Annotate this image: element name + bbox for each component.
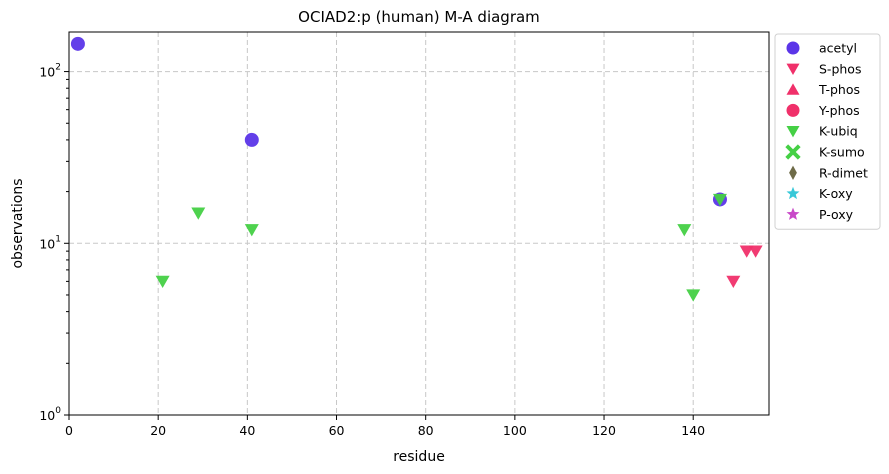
x-tick-label: 60 [329,423,345,438]
legend-label-s-phos: S-phos [819,61,861,76]
data-point-s-phos [748,245,763,258]
y-tick-label: 102 [39,63,61,80]
data-point-k-ubiq [155,275,170,289]
chart-title: OCIAD2:p (human) M-A diagram [298,8,540,26]
data-point-k-ubiq [686,289,701,302]
legend-label-p-oxy: P-oxy [819,207,854,222]
y-tick-label: 100 [39,406,61,423]
x-tick-label: 80 [418,423,434,438]
x-tick-label: 140 [681,423,705,438]
legend-label-t-phos: T-phos [818,82,860,97]
legend-label-acetyl: acetyl [819,41,857,56]
data-point-k-ubiq [244,224,259,237]
x-tick-label: 120 [592,423,616,438]
data-point-s-phos [739,245,754,258]
legend-marker-y-phos [786,103,800,117]
axes: 0 20 40 60 80 100 120 140 100 101 102 [39,63,705,438]
data-points [70,36,763,302]
y-axis-title: observations [10,178,26,268]
legend-marker-t-phos [786,83,800,95]
legend-label-k-oxy: K-oxy [819,186,853,201]
legend-marker-p-oxy [786,207,800,220]
x-axis-title: residue [393,449,445,465]
grid [69,32,769,415]
data-point-k-ubiq [191,207,206,220]
legend-label-k-ubiq: K-ubiq [819,124,858,139]
legend-marker-k-oxy [786,186,800,200]
x-tick-label: 100 [503,423,527,438]
data-point-s-phos [726,275,741,289]
x-tick-label: 40 [239,423,255,438]
data-point-k-ubiq [677,224,692,237]
x-tick-label: 0 [65,423,73,438]
data-point-acetyl [70,36,85,51]
plot-frame [68,31,770,416]
legend-frame [774,33,881,230]
legend-marker-acetyl [786,41,800,55]
legend-marker-s-phos [786,63,800,75]
data-point-acetyl [244,132,259,147]
legend-marker-k-ubiq [786,126,800,138]
y-tick-label: 101 [39,234,61,251]
x-tick-label: 20 [150,423,166,438]
legend-label-k-sumo: K-sumo [819,145,865,160]
legend-label-y-phos: Y-phos [818,103,860,118]
legend-marker-r-dimet [789,165,797,180]
legend-marker-k-sumo [785,144,801,160]
data-point-k-ubiq [712,193,727,207]
legend-label-r-dimet: R-dimet [819,165,868,180]
legend: acetyl S-phos T-phos Y-phos K-ubiq K-sumo R-di… [774,33,881,230]
